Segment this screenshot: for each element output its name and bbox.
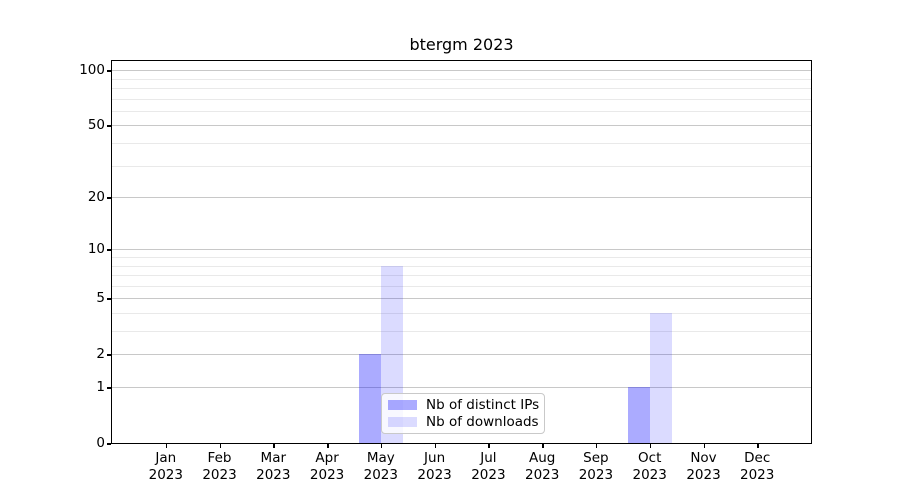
x-tick-mark-oct (649, 444, 652, 448)
x-tick-label-jan: Jan 2023 (148, 450, 183, 483)
gridline-y-70 (112, 98, 811, 100)
legend-item-distinct-ips: Nb of distinct IPs (388, 396, 540, 414)
gridline-y-3 (112, 331, 811, 332)
x-tick-mark-jan (165, 444, 168, 448)
gridline-y-80 (112, 87, 811, 89)
bar-oct-distinct-ips (627, 387, 650, 443)
legend-swatch-downloads-icon (388, 417, 417, 428)
legend-label-distinct-ips: Nb of distinct IPs (426, 396, 540, 413)
legend-item-downloads: Nb of downloads (388, 414, 539, 432)
y-tick-mark-0 (107, 443, 111, 445)
x-tick-mark-jun (434, 444, 437, 448)
x-tick-mark-may (380, 444, 383, 448)
x-tick-mark-apr (327, 444, 329, 448)
gridline-y-60 (112, 110, 811, 112)
y-tick-mark-100 (107, 70, 111, 72)
x-tick-mark-aug (542, 444, 544, 448)
y-tick-mark-20 (107, 197, 111, 199)
bar-may-distinct-ips (358, 354, 381, 443)
legend-swatch-distinct-ips-icon (388, 399, 417, 410)
x-tick-mark-mar (273, 444, 275, 448)
x-tick-label-sep: Sep 2023 (578, 450, 614, 483)
x-tick-mark-nov (703, 444, 705, 448)
x-tick-mark-feb (219, 444, 221, 448)
gridline-y-30 (112, 165, 811, 167)
bar-oct-downloads (649, 312, 672, 443)
y-tick-label-1: 1 (96, 379, 105, 395)
y-tick-label-50: 50 (87, 117, 105, 134)
y-tick-mark-5 (107, 298, 111, 300)
y-tick-label-100: 100 (79, 62, 105, 79)
gridline-y-20 (112, 197, 811, 198)
gridline-y-1 (112, 387, 811, 388)
legend: Nb of distinct IPs Nb of downloads (381, 393, 545, 434)
gridline-y-2 (112, 354, 811, 356)
x-tick-label-aug: Aug 2023 (525, 450, 560, 483)
gridline-y-5 (112, 298, 811, 300)
x-tick-mark-dec (757, 444, 759, 448)
y-tick-label-0: 0 (96, 435, 105, 451)
gridline-y-9 (112, 256, 811, 258)
x-tick-label-apr: Apr 2023 (309, 450, 345, 483)
x-tick-label-oct: Oct 2023 (632, 450, 667, 483)
legend-label-downloads: Nb of downloads (426, 414, 539, 431)
x-tick-label-may: May 2023 (363, 450, 398, 483)
gridline-y-40 (112, 142, 811, 144)
x-tick-label-mar: Mar 2023 (256, 450, 291, 483)
gridline-y-7 (112, 275, 811, 276)
y-tick-label-20: 20 (87, 189, 105, 205)
x-tick-label-feb: Feb 2023 (202, 450, 237, 483)
gridline-y-4 (112, 312, 811, 314)
x-tick-mark-jul (488, 444, 490, 448)
y-tick-label-5: 5 (96, 290, 105, 307)
x-tick-label-nov: Nov 2023 (686, 450, 721, 483)
chart-title: btergm 2023 (409, 35, 514, 54)
y-tick-mark-1 (107, 387, 111, 389)
y-tick-mark-2 (107, 354, 111, 356)
y-tick-mark-10 (107, 249, 111, 251)
gridline-y-8 (112, 265, 811, 267)
gridline-y-90 (112, 78, 811, 80)
gridline-y-6 (112, 285, 811, 287)
x-tick-label-jun: Jun 2023 (417, 450, 452, 483)
y-tick-label-10: 10 (87, 241, 105, 258)
y-tick-mark-50 (107, 125, 111, 127)
plot-area (111, 60, 812, 444)
gridline-y-50 (112, 125, 811, 127)
gridline-y-100 (112, 70, 811, 72)
x-tick-label-dec: Dec 2023 (740, 450, 775, 483)
y-tick-label-2: 2 (96, 346, 105, 363)
x-tick-label-jul: Jul 2023 (471, 450, 506, 483)
x-tick-mark-sep (595, 444, 598, 448)
gridline-y-10 (112, 249, 811, 251)
